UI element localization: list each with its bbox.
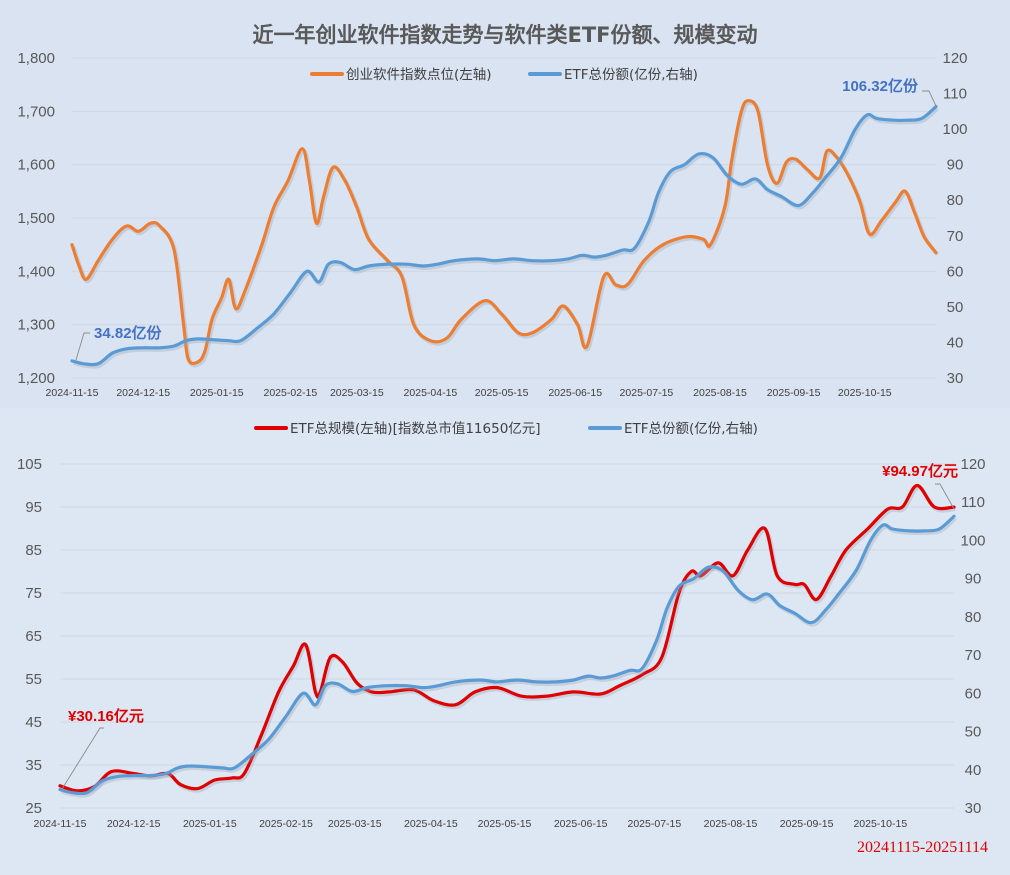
- annotation-leader-line: [61, 727, 104, 790]
- y-right-tick-label: 120: [942, 50, 967, 67]
- y-right-tick-label: 110: [961, 494, 985, 511]
- x-tick-label: 2024-12-15: [107, 818, 161, 830]
- x-tick-label: 2025-06-15: [548, 387, 602, 399]
- x-tick-label: 2024-12-15: [116, 387, 170, 399]
- x-tick-label: 2025-04-15: [404, 387, 458, 399]
- y-right-tick-label: 80: [965, 609, 982, 626]
- x-tick-label: 2025-07-15: [628, 818, 682, 830]
- y-left-tick-label: 1,600: [17, 157, 55, 174]
- legend-label: ETF总份额(亿份,右轴): [624, 421, 758, 437]
- y-right-tick-label: 70: [947, 228, 964, 245]
- annotation-leader-line: [75, 332, 90, 361]
- x-tick-label: 2024-11-15: [46, 387, 99, 399]
- x-tick-label: 2025-09-15: [780, 818, 834, 830]
- y-left-tick-label: 1,200: [17, 370, 55, 387]
- y-left-tick-label: 1,300: [17, 317, 55, 334]
- panel-background-2: [0, 408, 1010, 875]
- y-right-tick-label: 60: [947, 263, 964, 280]
- series-shadow: [73, 107, 939, 369]
- y-right-tick-label: 100: [942, 121, 967, 138]
- x-tick-label: 2025-08-15: [704, 818, 758, 830]
- y-left-tick-label: 55: [25, 671, 42, 688]
- x-tick-label: 2025-09-15: [767, 387, 821, 399]
- series-line-2: [70, 105, 938, 367]
- y-right-tick-label: 90: [947, 157, 964, 174]
- legend-label: ETF总规模(左轴)[指数总市值11650亿元]: [290, 420, 541, 437]
- date-range-footer: 20241115-20251114: [857, 839, 988, 856]
- x-tick-label: 2025-05-15: [478, 818, 532, 830]
- x-tick-label: 2025-01-15: [183, 818, 237, 830]
- chart-title: 近一年创业软件指数走势与软件类ETF份额、规模变动: [252, 23, 757, 47]
- x-tick-label: 2025-04-15: [404, 818, 458, 830]
- y-right-tick-label: 90: [965, 571, 982, 588]
- data-label: 106.32亿份: [842, 77, 919, 95]
- annotation-leader-line: [935, 483, 955, 510]
- y-right-tick-label: 50: [965, 724, 982, 741]
- x-tick-label: 2025-02-15: [264, 387, 318, 399]
- y-left-tick-label: 1,400: [17, 263, 55, 280]
- annotation-leader-line: [922, 90, 937, 107]
- series-shadow: [60, 516, 957, 798]
- legend-label: 创业软件指数点位(左轴): [346, 67, 492, 83]
- series-line-1: [70, 99, 938, 366]
- x-tick-label: 2025-08-15: [693, 387, 747, 399]
- y-right-tick-label: 100: [960, 532, 985, 549]
- x-tick-label: 2024-11-15: [34, 818, 87, 830]
- y-left-tick-label: 25: [25, 800, 42, 817]
- y-left-tick-label: 1,700: [17, 103, 55, 120]
- x-tick-label: 2025-10-15: [838, 387, 892, 399]
- series-line-1: [58, 483, 956, 793]
- data-label: 34.82亿份: [94, 324, 163, 342]
- x-tick-label: 2025-01-15: [190, 387, 244, 399]
- y-left-tick-label: 1,800: [17, 50, 55, 67]
- y-right-tick-label: 40: [947, 334, 964, 351]
- legend-label: ETF总份额(亿份,右轴): [564, 67, 698, 83]
- y-left-tick-label: 95: [25, 499, 42, 516]
- y-left-tick-label: 85: [25, 542, 42, 559]
- y-left-tick-label: 45: [25, 714, 42, 731]
- y-right-tick-label: 80: [947, 192, 964, 209]
- y-left-tick-label: 65: [25, 628, 42, 645]
- y-right-tick-label: 60: [965, 685, 982, 702]
- x-tick-label: 2025-06-15: [554, 818, 608, 830]
- x-tick-label: 2025-03-15: [330, 387, 384, 399]
- y-left-tick-label: 1,500: [17, 210, 55, 227]
- panel-background-1: [0, 0, 1010, 408]
- y-left-tick-label: 35: [25, 757, 42, 774]
- y-left-tick-label: 75: [25, 585, 42, 602]
- x-tick-label: 2025-05-15: [475, 387, 529, 399]
- x-tick-label: 2025-02-15: [259, 818, 313, 830]
- y-right-tick-label: 110: [943, 86, 967, 103]
- y-left-tick-label: 105: [17, 456, 42, 473]
- data-label: ¥30.16亿元: [68, 707, 144, 725]
- y-right-tick-label: 120: [960, 456, 985, 473]
- y-right-tick-label: 30: [947, 370, 964, 387]
- y-right-tick-label: 70: [965, 647, 982, 664]
- x-tick-label: 2025-07-15: [620, 387, 674, 399]
- series-line-2: [58, 514, 956, 796]
- y-right-tick-label: 30: [965, 800, 982, 817]
- data-label: ¥94.97亿元: [882, 462, 958, 480]
- y-right-tick-label: 40: [965, 762, 982, 779]
- y-right-tick-label: 50: [947, 299, 964, 316]
- x-tick-label: 2025-03-15: [328, 818, 382, 830]
- x-tick-label: 2025-10-15: [853, 818, 907, 830]
